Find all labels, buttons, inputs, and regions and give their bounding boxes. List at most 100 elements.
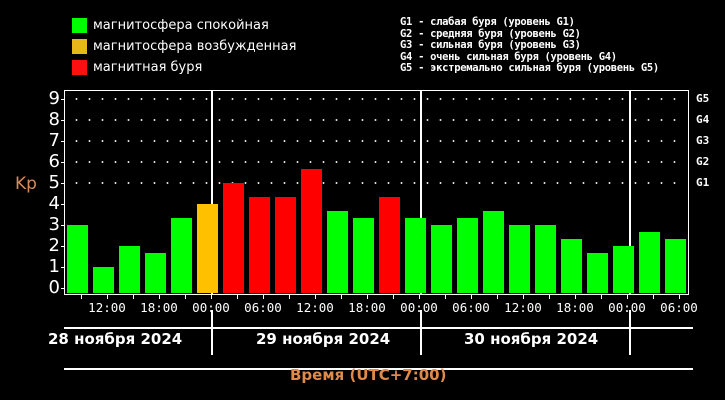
- y-tick-label: 1: [48, 256, 60, 277]
- kp-bar: [665, 239, 686, 293]
- x-tick: [601, 295, 602, 299]
- y-tick-label: 9: [48, 88, 60, 109]
- day-divider-1: [211, 90, 213, 295]
- x-time-label: 06:00: [244, 300, 282, 315]
- day-divider-lower-1: [211, 310, 213, 355]
- x-tick: [237, 295, 238, 299]
- x-tick: [523, 295, 524, 299]
- x-time-label: 18:00: [556, 300, 594, 315]
- g-legend-item: G3 - сильная буря (уровень G3): [400, 39, 581, 51]
- y-tick: [61, 246, 64, 247]
- y-tick-label: 7: [48, 130, 60, 151]
- day-divider-lower-2: [420, 310, 422, 355]
- kp-bar: [457, 218, 478, 293]
- legend-swatch-green: [72, 17, 87, 33]
- kp-bar: [327, 210, 348, 293]
- date-row-top-line: [64, 327, 693, 329]
- x-time-label: 00:00: [608, 300, 646, 315]
- y-tick-label: 2: [48, 235, 60, 256]
- kp-bar: [483, 210, 504, 293]
- x-tick: [549, 295, 550, 299]
- x-time-label: 00:00: [192, 300, 230, 315]
- date-label-2: 29 ноября 2024: [256, 330, 391, 348]
- g-legend-item: G5 - экстремально сильная буря (уровень …: [400, 62, 659, 74]
- y-tick: [61, 141, 64, 142]
- grid-line: [66, 161, 686, 163]
- g-level-label: G4: [696, 113, 710, 126]
- kp-bar: [67, 225, 88, 293]
- x-tick: [341, 295, 342, 299]
- grid-line: [66, 119, 686, 121]
- x-tick: [315, 295, 316, 299]
- kp-bar: [197, 204, 218, 293]
- legend-label: магнитная буря: [93, 59, 203, 75]
- legend-item-active: магнитосфера возбужденная: [72, 37, 296, 55]
- y-tick-label: 8: [48, 109, 60, 130]
- y-tick: [61, 183, 64, 184]
- kp-bar: [275, 197, 296, 293]
- g-level-label: G3: [696, 134, 710, 147]
- kp-bar: [639, 231, 660, 293]
- x-time-label: 12:00: [88, 300, 126, 315]
- g-legend-item: G4 - очень сильная буря (уровень G4): [400, 50, 617, 63]
- y-tick: [61, 120, 64, 121]
- y-tick: [61, 99, 64, 100]
- y-tick: [61, 204, 64, 205]
- kp-bar: [509, 225, 530, 293]
- kp-bar: [561, 239, 582, 293]
- y-tick-label: 3: [48, 214, 60, 235]
- kp-bar: [431, 225, 452, 293]
- x-tick: [575, 295, 576, 299]
- kp-bar: [587, 252, 608, 293]
- kp-bar: [145, 252, 166, 293]
- kp-bar: [301, 168, 322, 293]
- legend-swatch-orange: [72, 38, 87, 54]
- x-time-label: 18:00: [348, 300, 386, 315]
- x-tick: [497, 295, 498, 299]
- x-tick: [133, 295, 134, 299]
- kp-bar: [249, 197, 270, 293]
- kp-bar: [353, 218, 374, 293]
- g-legend-item: G2 - средняя буря (уровень G2): [400, 27, 581, 40]
- grid-line: [66, 182, 686, 184]
- x-tick: [159, 295, 160, 299]
- x-tick: [211, 295, 212, 299]
- y-tick-label: 4: [48, 193, 60, 214]
- legend-item-storm: магнитная буря: [72, 58, 202, 76]
- grid-line: [66, 98, 686, 100]
- x-tick: [185, 295, 186, 299]
- plot-frame: [64, 90, 689, 295]
- y-tick: [61, 267, 64, 268]
- y-tick: [61, 288, 64, 289]
- legend-swatch-red: [72, 59, 87, 75]
- kp-bar: [379, 197, 400, 293]
- legend-label: магнитосфера возбужденная: [93, 38, 297, 54]
- day-divider-lower-3: [629, 310, 631, 355]
- kp-bar: [223, 183, 244, 293]
- x-tick: [289, 295, 290, 299]
- x-axis-title: Время (UTC+7:00): [290, 366, 447, 384]
- x-tick: [445, 295, 446, 299]
- date-row-bottom-line: [64, 368, 693, 370]
- y-axis-title: Kp: [15, 174, 37, 194]
- kp-bar: [405, 218, 426, 293]
- g-legend: G1 - слабая буря (уровень G1) G2 - средн…: [400, 16, 659, 75]
- g-level-label: G1: [696, 176, 710, 189]
- kp-bar: [613, 246, 634, 293]
- kp-bar: [93, 267, 114, 293]
- x-tick: [627, 295, 628, 299]
- x-tick: [419, 295, 420, 299]
- legend-item-quiet: магнитосфера спокойная: [72, 16, 269, 34]
- y-tick-label: 5: [48, 172, 60, 193]
- grid-line: [66, 140, 686, 142]
- legend-label: магнитосфера спокойная: [93, 17, 269, 33]
- y-tick-label: 0: [48, 277, 60, 298]
- x-tick: [367, 295, 368, 299]
- y-tick-label: 6: [48, 151, 60, 172]
- x-tick: [471, 295, 472, 299]
- x-tick: [263, 295, 264, 299]
- x-time-label: 00:00: [400, 300, 438, 315]
- x-time-label: 12:00: [296, 300, 334, 315]
- x-time-label: 12:00: [504, 300, 542, 315]
- x-tick: [679, 295, 680, 299]
